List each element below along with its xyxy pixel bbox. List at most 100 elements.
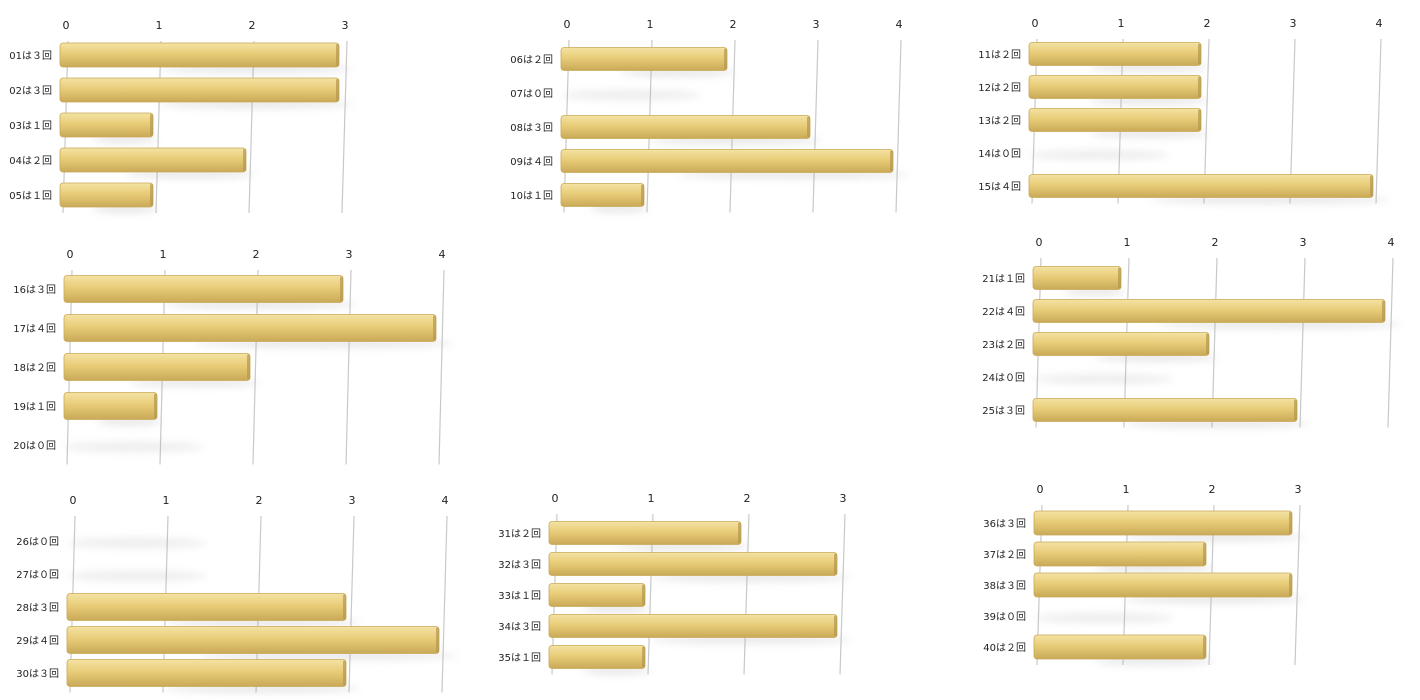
bar xyxy=(560,115,811,139)
x-tick-label: 1 xyxy=(1124,236,1131,249)
x-tick-label: 3 xyxy=(813,18,820,31)
bar-end-cap xyxy=(1118,267,1121,289)
bar xyxy=(59,42,340,68)
category-label: 04は２回 xyxy=(9,155,52,167)
category-label: 28は３回 xyxy=(16,602,59,614)
category-label: 14は０回 xyxy=(978,148,1021,160)
x-tick-label: 1 xyxy=(1118,17,1125,30)
chart-panel-2: 0 1 2 3 4 06は２回 07は０回 08は３回 09は４回 10は１回 xyxy=(510,18,910,213)
x-tick-label: 2 xyxy=(1204,17,1211,30)
x-tick-label: 3 xyxy=(1295,483,1302,496)
bar xyxy=(1032,398,1298,422)
bar xyxy=(1028,42,1202,66)
bar-end-cap xyxy=(1198,43,1201,65)
bar xyxy=(66,659,347,687)
bar xyxy=(59,147,247,173)
bar-end-cap xyxy=(150,184,153,206)
bar-end-cap xyxy=(247,354,250,380)
gridline xyxy=(441,515,448,693)
x-tick-label: 3 xyxy=(342,19,349,32)
bar-end-cap xyxy=(1289,574,1292,596)
chart-panel-6: 0 1 2 3 4 26は０回 27は０回 28は３回 29は４回 30は３回 xyxy=(16,494,458,693)
chart-panel-5: 0 1 2 3 4 21は１回 22は４回 23は２回 24は０回 25は３回 xyxy=(982,236,1403,428)
bar xyxy=(548,614,838,638)
x-tick-label: 1 xyxy=(163,494,170,507)
category-label: 40は２回 xyxy=(983,642,1026,654)
category-label: 32は３回 xyxy=(498,559,541,571)
x-tick-label: 0 xyxy=(1037,483,1044,496)
category-label: 05は１回 xyxy=(9,190,52,202)
category-label: 36は３回 xyxy=(983,518,1026,530)
bar-end-cap xyxy=(642,646,645,668)
chart-panel-8: 0 1 2 3 36は３回 37は２回 38は３回 39は０回 40は２回 xyxy=(983,483,1305,666)
gridline xyxy=(1375,38,1382,204)
x-tick-label: 4 xyxy=(896,18,903,31)
x-tick-label: 0 xyxy=(1032,17,1039,30)
gridline xyxy=(839,513,846,675)
category-label: 10は１回 xyxy=(510,190,553,202)
bar xyxy=(63,275,344,303)
x-tick-label: 3 xyxy=(1300,236,1307,249)
category-label: 29は４回 xyxy=(16,635,59,647)
x-tick-label: 1 xyxy=(156,19,163,32)
zero-bar-shadow xyxy=(1034,613,1174,623)
bar xyxy=(66,593,347,621)
gridline xyxy=(1387,257,1394,428)
category-label: 17は４回 xyxy=(13,323,56,335)
zero-bar-shadow xyxy=(1033,374,1173,384)
x-tick-label: 4 xyxy=(1388,236,1395,249)
bar-end-cap xyxy=(243,149,246,171)
category-label: 27は０回 xyxy=(16,569,59,581)
category-label: 06は２回 xyxy=(510,54,553,66)
category-label: 15は４回 xyxy=(978,181,1021,193)
bar xyxy=(59,182,154,208)
chart-panel-1: 0 1 2 3 01は３回 02は３回 03は１回 04は２回 05は１回 xyxy=(9,19,353,214)
category-label: 07は０回 xyxy=(510,88,553,100)
gridline xyxy=(438,269,445,465)
bar xyxy=(59,112,154,138)
bar xyxy=(1032,266,1122,290)
category-label: 18は２回 xyxy=(13,362,56,374)
category-label: 03は１回 xyxy=(9,120,52,132)
bar xyxy=(1028,75,1202,99)
x-tick-label: 1 xyxy=(1123,483,1130,496)
bar xyxy=(1028,108,1202,132)
bar xyxy=(63,314,437,342)
category-label: 33は１回 xyxy=(498,590,541,602)
bar-end-cap xyxy=(150,114,153,136)
bar xyxy=(1032,332,1210,356)
category-label: 22は４回 xyxy=(982,306,1025,318)
category-label: 23は２回 xyxy=(982,339,1025,351)
gridline xyxy=(895,39,902,213)
bar xyxy=(560,183,645,207)
bar xyxy=(560,149,894,173)
category-label: 09は４回 xyxy=(510,156,553,168)
x-tick-label: 2 xyxy=(249,19,256,32)
bar-end-cap xyxy=(154,393,157,419)
category-label: 21は１回 xyxy=(982,273,1025,285)
bar-end-cap xyxy=(834,553,837,575)
bar-end-cap xyxy=(1198,109,1201,131)
category-label: 26は０回 xyxy=(16,536,59,548)
bar xyxy=(63,392,158,420)
x-tick-label: 2 xyxy=(1212,236,1219,249)
bar xyxy=(1033,572,1293,598)
bar-end-cap xyxy=(1203,543,1206,565)
bar-end-cap xyxy=(436,627,439,653)
x-tick-label: 1 xyxy=(160,248,167,261)
bar-end-cap xyxy=(1370,175,1373,197)
bar-end-cap xyxy=(724,48,727,70)
bar-end-cap xyxy=(641,184,644,206)
bar-end-cap xyxy=(433,315,436,341)
x-tick-label: 2 xyxy=(744,492,751,505)
bar-end-cap xyxy=(1203,636,1206,658)
x-tick-label: 0 xyxy=(70,494,77,507)
category-label: 38は３回 xyxy=(983,580,1026,592)
x-tick-label: 4 xyxy=(439,248,446,261)
gridline xyxy=(1294,504,1301,666)
bar xyxy=(1032,299,1386,323)
bar-end-cap xyxy=(336,44,339,66)
bar-end-cap xyxy=(1289,512,1292,534)
bar-end-cap xyxy=(807,116,810,138)
